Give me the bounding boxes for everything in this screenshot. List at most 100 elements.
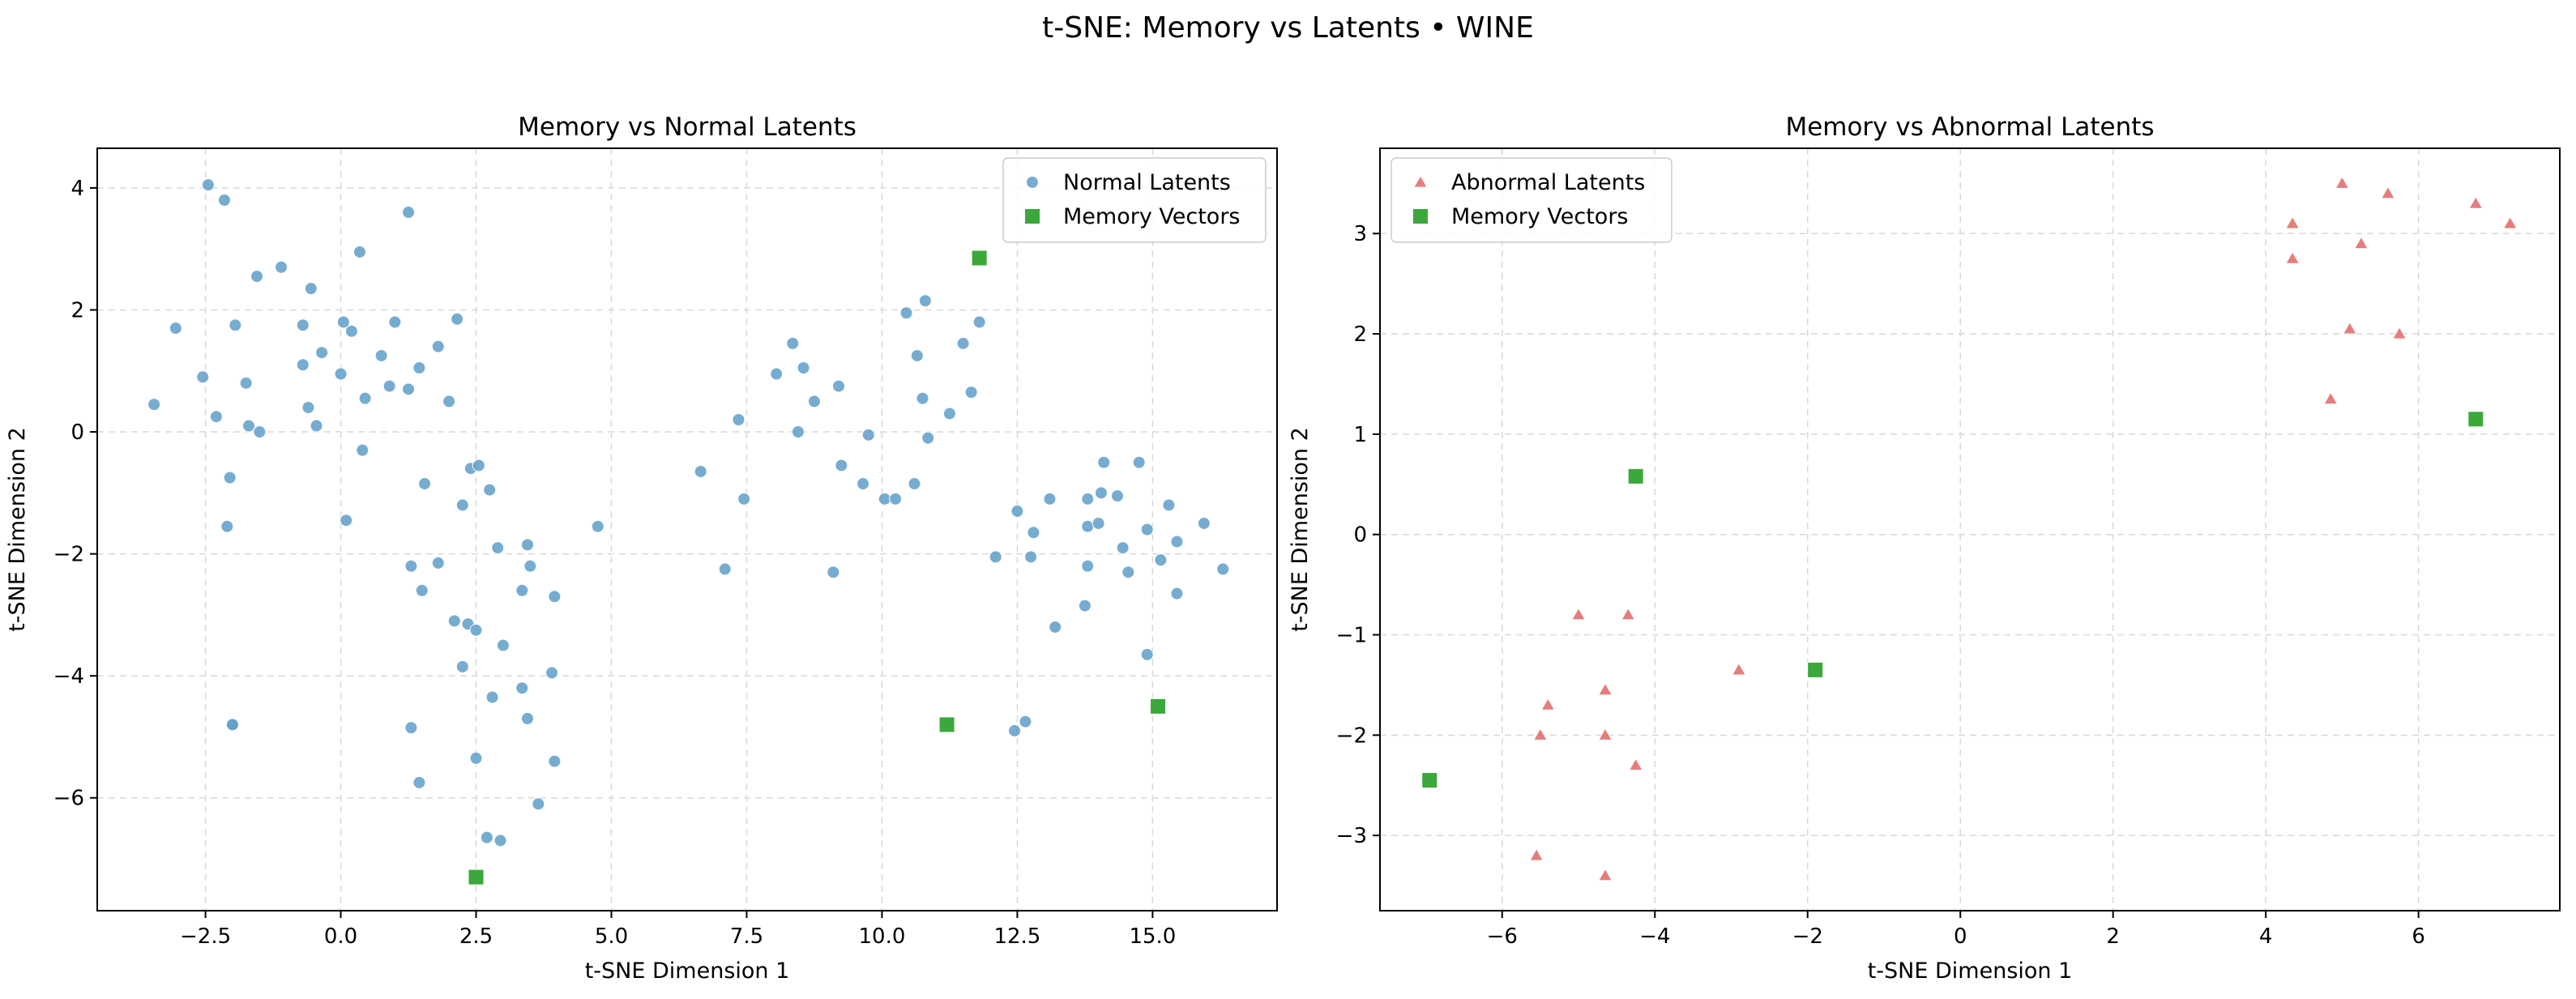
data-point-square: [2467, 411, 2484, 428]
data-point-circle: [942, 407, 956, 421]
data-point-circle: [1097, 455, 1111, 469]
data-point-square: [1807, 661, 1824, 678]
data-point-circle: [889, 492, 903, 506]
y-axis-label: t-SNE Dimension 2: [1288, 427, 1313, 632]
data-point-circle: [451, 312, 464, 326]
data-point-circle: [304, 282, 318, 296]
data-point-circle: [545, 666, 559, 680]
legend-label: Memory Vectors: [1063, 204, 1241, 229]
x-tick-label: −2: [1792, 924, 1823, 949]
legend-marker-triangle: [1413, 175, 1428, 188]
data-point-circle: [515, 583, 529, 597]
data-point-triangle: [1621, 607, 1635, 621]
y-tick-label: 0: [1353, 523, 1367, 548]
data-point-circle: [532, 797, 545, 811]
data-point-circle: [253, 425, 267, 439]
data-point-triangle: [1598, 682, 1613, 696]
data-point-triangle: [1533, 728, 1548, 741]
data-point-triangle: [1598, 868, 1613, 882]
data-point-circle: [493, 834, 507, 847]
data-point-circle: [310, 419, 323, 433]
data-point-circle: [1043, 492, 1057, 506]
data-point-circle: [229, 318, 242, 332]
data-point-circle: [485, 690, 499, 704]
data-point-circle: [1140, 647, 1154, 661]
data-point-circle: [223, 471, 237, 485]
data-point-circle: [442, 395, 456, 408]
data-point-circle: [336, 315, 350, 329]
axes-frame: [1379, 147, 2561, 911]
data-point-circle: [469, 751, 483, 765]
data-point-circle: [472, 459, 485, 472]
data-point-circle: [480, 830, 493, 844]
data-point-triangle: [1732, 663, 1746, 676]
data-point-circle: [352, 245, 366, 258]
data-point-circle: [718, 562, 732, 576]
data-point-circle: [220, 519, 234, 533]
y-tick-label: −4: [53, 664, 84, 689]
legend-label: Normal Latents: [1063, 170, 1231, 195]
legend-box: [1002, 157, 1267, 243]
data-point-circle: [1008, 724, 1022, 737]
data-point-circle: [548, 590, 562, 604]
data-point-circle: [807, 395, 821, 408]
data-point-circle: [1010, 504, 1024, 518]
data-point-circle: [404, 559, 418, 573]
data-point-circle: [334, 367, 348, 381]
subplot-title: Memory vs Normal Latents: [518, 113, 857, 142]
legend-label: Memory Vectors: [1451, 204, 1629, 229]
data-point-circle: [515, 681, 529, 695]
data-point-circle: [374, 348, 388, 362]
data-point-circle: [250, 270, 264, 284]
legend: Normal Latents Memory Vectors: [1002, 157, 1267, 243]
data-point-circle: [861, 428, 875, 442]
data-point-circle: [242, 419, 256, 433]
data-point-circle: [835, 459, 848, 472]
data-point-square: [938, 716, 955, 733]
data-point-circle: [832, 379, 846, 393]
data-point-circle: [523, 559, 537, 573]
data-point-circle: [469, 623, 483, 637]
data-point-triangle: [2503, 216, 2518, 229]
data-point-square: [971, 250, 988, 267]
y-axis-label: t-SNE Dimension 2: [5, 427, 30, 632]
data-point-triangle: [2323, 391, 2338, 404]
data-point-circle: [1091, 516, 1105, 530]
data-point-triangle: [2343, 322, 2357, 335]
data-point-circle: [483, 483, 497, 497]
data-point-square: [468, 869, 485, 886]
data-point-circle: [1216, 562, 1230, 576]
legend-label: Abnormal Latents: [1451, 170, 1645, 195]
data-point-triangle: [1629, 758, 1643, 771]
legend-marker-square: [1024, 208, 1040, 224]
data-point-circle: [455, 498, 469, 512]
data-point-circle: [548, 754, 562, 768]
y-tick-label: −1: [1336, 624, 1367, 648]
data-point-circle: [455, 660, 469, 673]
y-tick-label: 0: [70, 421, 84, 445]
data-point-circle: [827, 566, 840, 579]
y-tick-label: 4: [70, 177, 84, 201]
data-point-circle: [786, 336, 800, 350]
data-point-circle: [431, 556, 445, 570]
x-tick-label: 12.5: [993, 924, 1040, 949]
data-point-circle: [1078, 599, 1091, 613]
data-point-square: [1421, 772, 1438, 789]
x-tick-label: −2.5: [180, 924, 231, 949]
data-point-circle: [1121, 566, 1135, 579]
data-point-triangle: [2381, 186, 2395, 199]
data-point-circle: [1027, 526, 1040, 540]
legend-box: [1391, 157, 1672, 243]
data-point-circle: [1170, 535, 1184, 549]
data-point-circle: [857, 477, 870, 491]
data-point-circle: [916, 391, 929, 405]
data-point-circle: [169, 322, 182, 335]
data-point-square: [1150, 698, 1167, 715]
data-point-circle: [402, 382, 416, 396]
y-tick-label: −3: [1336, 824, 1367, 848]
y-tick-label: 1: [1353, 423, 1367, 447]
x-tick-label: −4: [1639, 924, 1670, 949]
y-tick-label: 2: [1353, 322, 1367, 347]
data-point-circle: [918, 294, 932, 308]
data-point-circle: [412, 775, 426, 789]
